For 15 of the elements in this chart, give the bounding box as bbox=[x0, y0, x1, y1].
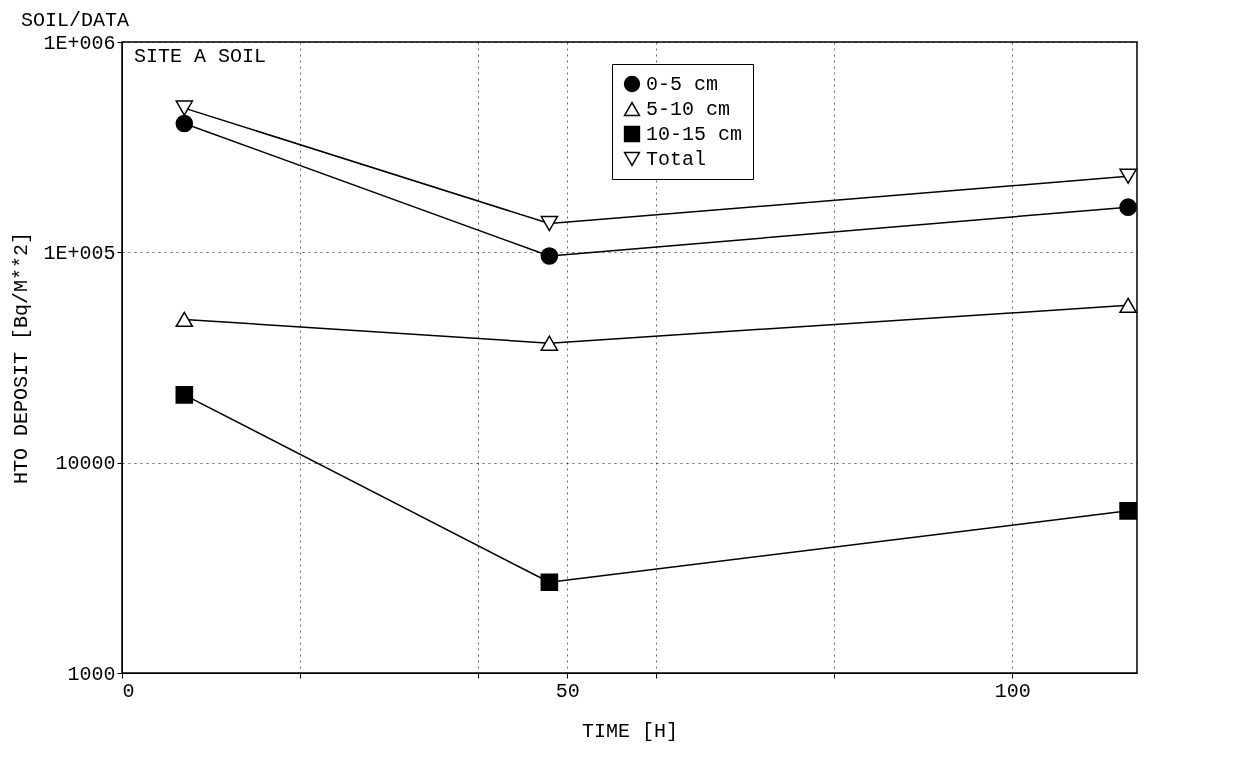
y-axis-title: HTO DEPOSIT [Bq/M**2] bbox=[10, 231, 34, 485]
y-tick-label: 1E+006 bbox=[43, 31, 116, 55]
legend-label: Total bbox=[646, 148, 707, 171]
y-tick-label: 1000 bbox=[67, 662, 116, 686]
legend-label: 0-5 cm bbox=[646, 73, 719, 96]
x-tick-label: 0 bbox=[122, 679, 135, 703]
legend-label: 5-10 cm bbox=[646, 98, 731, 121]
x-tick-label: 100 bbox=[994, 679, 1031, 703]
chart-title: SOIL/DATA bbox=[20, 9, 130, 32]
legend-label: 10-15 cm bbox=[646, 123, 743, 146]
x-tick-label: 50 bbox=[555, 679, 580, 703]
y-tick-label: 1E+005 bbox=[43, 241, 116, 265]
chart-subtitle: SITE A SOIL bbox=[134, 45, 267, 68]
x-axis-title: TIME [H] bbox=[581, 719, 679, 743]
y-tick-label: 10000 bbox=[55, 452, 116, 476]
